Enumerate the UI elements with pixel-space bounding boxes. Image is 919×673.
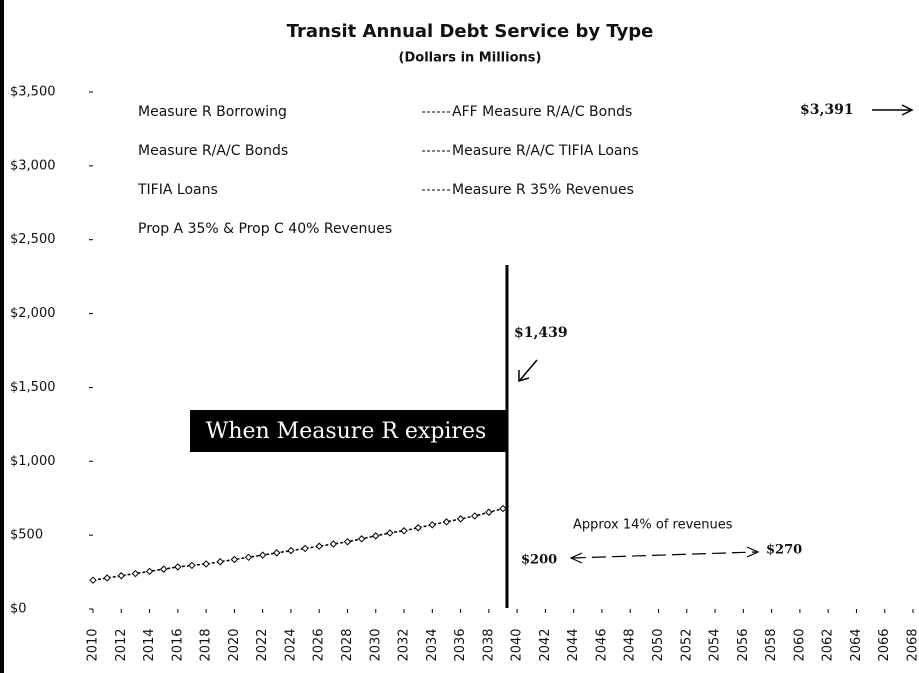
marker (428, 521, 437, 529)
legend-label: AFF Measure R/A/C Bonds (452, 104, 632, 120)
x-tick-label: 2060 (792, 628, 807, 661)
marker (301, 544, 309, 553)
x-tick-label: 2058 (764, 628, 779, 661)
y-tick-label: $2,000 (10, 306, 56, 321)
x-tick-label: 2044 (566, 628, 581, 661)
marker (442, 518, 451, 526)
x-tick-label: 2032 (397, 628, 412, 661)
marker (329, 540, 338, 548)
x-tick-label: 2012 (114, 628, 129, 661)
marker (89, 576, 97, 584)
x-tick-label: 2018 (199, 628, 214, 661)
y-tick-label: $3,000 (10, 158, 56, 173)
x-tick-label: 2030 (368, 628, 383, 661)
x-tick-label: 2056 (736, 628, 751, 661)
marker (174, 563, 182, 571)
x-tick-label: 2038 (481, 628, 496, 661)
chart-subtitle: (Dollars in Millions) (399, 51, 542, 66)
marker (117, 572, 125, 580)
x-tick-label: 2024 (283, 628, 298, 661)
x-tick-label: 2022 (255, 628, 270, 661)
annotation: $3,391 (800, 102, 854, 118)
x-tick-label: 2020 (227, 628, 242, 661)
marker (216, 558, 224, 566)
x-tick-label: 2034 (425, 628, 440, 661)
x-tick-label: 2050 (651, 628, 666, 661)
marker (400, 527, 408, 535)
background (4, 0, 919, 673)
legend-label: Measure R Borrowing (138, 104, 287, 120)
marker (273, 549, 281, 557)
legend-label: Measure R 35% Revenues (452, 182, 634, 198)
marker (485, 508, 493, 516)
arrow (519, 359, 538, 381)
arrowhead (901, 104, 914, 116)
annotation: When Measure R expires (206, 419, 487, 444)
arrowhead (746, 546, 760, 558)
x-tick-label: 2066 (877, 628, 892, 661)
marker (315, 542, 323, 550)
y-tick-label: $500 (10, 528, 43, 543)
x-tick-label: 2036 (453, 628, 468, 661)
x-tick-label: 2010 (86, 628, 101, 661)
marker (258, 551, 267, 559)
marker (145, 567, 154, 576)
x-tick-label: 2048 (623, 628, 638, 661)
x-tick-label: 2042 (538, 628, 553, 661)
marker (159, 565, 168, 573)
chart-title: Transit Annual Debt Service by Type (287, 21, 654, 42)
x-tick-label: 2028 (340, 628, 355, 661)
marker (188, 561, 196, 570)
annotation: $270 (766, 543, 802, 558)
annotation: $200 (521, 553, 557, 568)
y-tick-label: $1,500 (10, 380, 56, 395)
annotation: Approx 14% of revenues (573, 518, 733, 533)
arrowhead (569, 552, 583, 564)
marker (202, 560, 210, 568)
marker (131, 569, 140, 578)
y-tick-label: $0 (10, 602, 27, 617)
arrow (571, 551, 757, 559)
x-tick-label: 2062 (821, 628, 836, 661)
marker (386, 529, 394, 537)
x-tick-label: 2014 (142, 628, 157, 661)
x-tick-label: 2046 (594, 628, 609, 661)
x-tick-label: 2068 (906, 628, 919, 661)
legend-label: Measure R/A/C Bonds (138, 143, 288, 159)
y-tick-label: $2,500 (10, 232, 56, 247)
x-tick-label: 2064 (849, 628, 864, 661)
marker (456, 515, 465, 523)
marker (499, 504, 507, 513)
x-tick-label: 2054 (708, 628, 723, 661)
marker (372, 532, 380, 540)
marker (287, 546, 295, 555)
marker (471, 512, 479, 520)
annotation: $1,439 (514, 325, 568, 341)
x-tick-label: 2040 (510, 628, 525, 661)
x-tick-label: 2052 (679, 628, 694, 661)
y-tick-label: $1,000 (10, 454, 56, 469)
marker (244, 553, 253, 562)
marker (230, 555, 239, 564)
marker (357, 535, 366, 543)
marker (103, 574, 111, 582)
y-tick-label: $3,500 (10, 85, 56, 100)
x-tick-label: 2026 (312, 628, 327, 661)
marker (343, 538, 352, 546)
x-tick-label: 2016 (170, 628, 185, 661)
annotation-box (190, 410, 506, 452)
legend-label: Prop A 35% & Prop C 40% Revenues (138, 221, 392, 237)
arrowhead (518, 370, 530, 383)
marker (414, 524, 422, 532)
legend-label: Measure R/A/C TIFIA Loans (452, 143, 639, 159)
legend-label: TIFIA Loans (137, 182, 218, 198)
